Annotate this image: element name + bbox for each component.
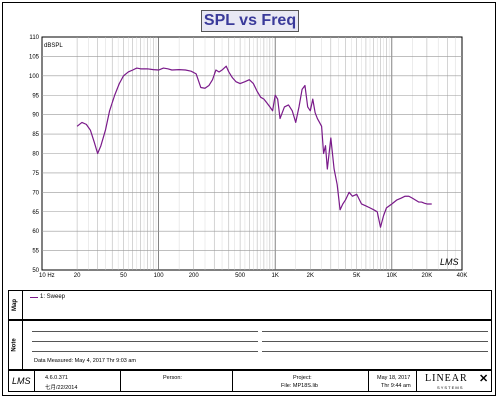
x-tick-label: 200 [189,273,200,279]
footer-brand-x-icon: ✕ [479,373,489,385]
x-tick-label: 20 [74,273,81,279]
footer-brand-sub: S Y S T E M S [437,385,463,390]
note-line [32,351,258,352]
footer-logo-cell: LMS [9,371,35,391]
series-line-sweep [76,65,432,228]
chart-title: SPL vs Freq [203,12,297,29]
y-tick-label: 95 [32,93,39,99]
y-tick-label: 80 [32,152,39,158]
x-tick-label: 50 [120,273,127,279]
footer-version-cell: 4.6.0.371 七月/22/2014 [35,371,121,391]
y-tick-label: 70 [32,190,39,196]
y-tick-label: 75 [32,171,39,177]
note-side-label: Note [8,320,23,370]
note-line [262,331,488,332]
x-tick-label: 500 [235,273,246,279]
footer-date-cell: May 18, 2017 Thr 9:44 am [369,371,417,391]
y-tick-labels: 50 55 60 65 70 75 80 85 90 95 100 105 110 [29,35,40,274]
map-side-label: Map [8,290,23,320]
footer-logo: LMS [12,376,31,386]
footer-brand: LINEAR [425,373,468,384]
footer-person-label: Person: [163,375,182,381]
note-line [262,351,488,352]
footer-file: File: MP18S.lib [281,383,318,389]
note-line [262,341,488,342]
footer-version: 4.6.0.371 [45,375,68,381]
y-tick-label: 55 [32,249,39,255]
y-axis-label: dBSPL [44,43,63,49]
footer-time: Thr 9:44 am [381,383,411,389]
footer-date: May 18, 2017 [377,375,411,381]
legend-label: 1: Sweep [40,294,66,300]
y-tick-label: 60 [32,229,39,235]
y-tick-label: 85 [32,132,39,138]
x-tick-label: 5K [353,273,360,279]
map-panel [8,290,492,320]
x-tick-label: 10 Hz [39,273,55,279]
legend: 1: Sweep [30,294,65,300]
y-tick-label: 105 [29,54,40,60]
footer-version-date: 七月/22/2014 [45,385,78,391]
note-line [32,331,258,332]
footer: LMS 4.6.0.371 七月/22/2014 Person: Project… [8,370,492,392]
x-tick-labels: 10 Hz 20 50 100 200 500 1K 2K 5K 10K 20K 40K [39,273,467,279]
y-tick-label: 65 [32,210,39,216]
footer-project-label: Project: [293,375,312,381]
x-tick-label: 10K [386,273,397,279]
x-tick-label: 100 [154,273,165,279]
y-tick-label: 110 [29,35,39,41]
x-tick-label: 40K [457,273,468,279]
note-line [32,341,258,342]
footer-project-cell: Project: File: MP18S.lib [233,371,369,391]
note-panel [8,320,492,370]
x-tick-label: 1K [272,273,279,279]
series-group [76,65,432,228]
x-tick-label: 20K [422,273,433,279]
y-tick-label: 100 [29,74,40,80]
window-frame [2,2,496,396]
y-tick-label: 50 [32,268,39,274]
grid-lines [42,37,462,270]
chart-corner-logo: LMS [440,257,459,267]
x-tick-label: 2K [307,273,314,279]
y-tick-label: 90 [32,113,39,119]
data-measured-text: Data Measured: May 4, 2017 Thr 9:03 am [34,358,137,364]
footer-person-cell: Person: [121,371,233,391]
legend-swatch [30,296,38,298]
footer-brand-cell: LINEAR ✕ S Y S T E M S [417,371,493,391]
chart-title-box: SPL vs Freq [201,10,299,32]
